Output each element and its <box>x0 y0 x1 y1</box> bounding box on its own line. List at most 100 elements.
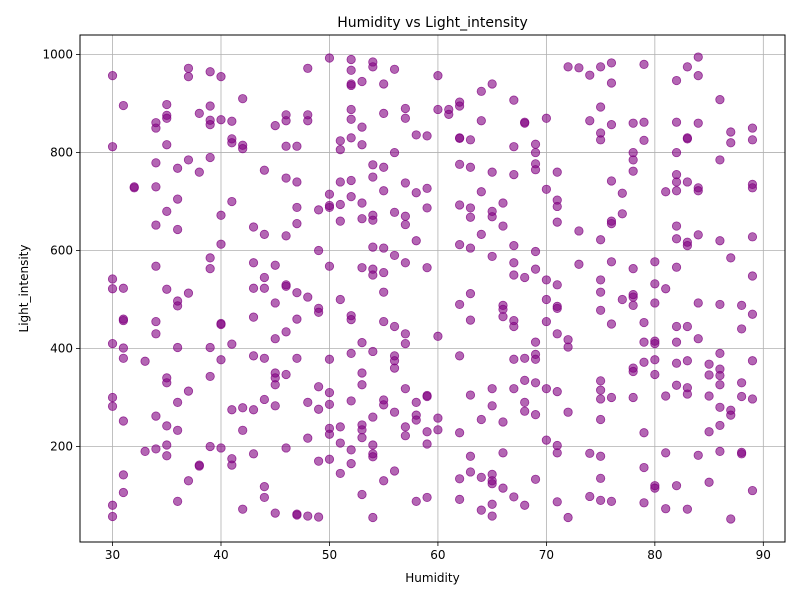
data-point <box>173 496 183 506</box>
data-point <box>628 155 638 165</box>
data-point <box>715 299 725 310</box>
data-point <box>346 80 356 91</box>
data-point <box>509 142 519 152</box>
data-point <box>259 492 269 503</box>
data-point <box>183 386 194 396</box>
data-point <box>682 177 692 187</box>
data-point <box>389 466 400 476</box>
data-point <box>671 262 682 272</box>
data-point <box>238 94 248 104</box>
data-point <box>433 331 443 341</box>
data-point <box>292 141 302 151</box>
data-point <box>389 207 400 217</box>
data-point <box>248 312 259 322</box>
data-point <box>368 270 378 280</box>
data-point <box>498 417 508 427</box>
data-point <box>628 264 638 274</box>
data-point <box>715 370 725 381</box>
data-point <box>379 79 389 89</box>
data-point <box>368 512 378 523</box>
data-point <box>292 510 302 520</box>
data-point <box>574 63 584 73</box>
data-point <box>465 467 476 477</box>
data-point <box>465 390 476 400</box>
data-point <box>346 133 356 143</box>
data-point <box>357 263 367 273</box>
data-point <box>715 348 725 359</box>
data-point <box>335 216 345 226</box>
data-point <box>151 220 161 230</box>
y-tick-label: 200 <box>50 439 73 453</box>
data-point <box>162 440 172 450</box>
y-tick-label: 600 <box>50 244 73 258</box>
data-point <box>596 275 606 285</box>
data-point <box>520 272 530 283</box>
data-point <box>747 271 758 281</box>
data-point <box>324 387 335 398</box>
data-point <box>151 329 161 339</box>
data-point <box>270 334 280 344</box>
data-point <box>400 219 410 230</box>
data-point <box>151 411 161 421</box>
data-point <box>183 476 194 486</box>
y-tick-label: 1000 <box>42 48 73 62</box>
data-point <box>205 101 215 111</box>
data-point <box>606 392 617 403</box>
data-point <box>509 354 519 364</box>
data-point <box>194 167 204 177</box>
data-point <box>227 339 237 349</box>
data-point <box>737 300 747 310</box>
data-point <box>596 385 606 395</box>
data-point <box>563 342 573 352</box>
data-point <box>216 355 226 365</box>
data-point <box>682 134 692 144</box>
data-point <box>422 427 432 437</box>
data-point <box>639 135 649 145</box>
data-point <box>259 229 269 239</box>
data-point <box>118 353 128 363</box>
data-point <box>671 321 682 332</box>
data-point <box>281 443 291 453</box>
data-point <box>639 357 649 367</box>
data-point <box>530 139 541 149</box>
x-tick-label: 40 <box>213 548 228 562</box>
data-point <box>357 214 367 224</box>
x-tick-label: 30 <box>105 548 120 562</box>
data-point <box>737 449 747 459</box>
data-point <box>747 135 758 145</box>
data-point <box>465 289 476 299</box>
data-point <box>281 116 291 126</box>
data-point <box>346 114 356 124</box>
data-point <box>596 102 606 112</box>
data-point <box>368 242 378 252</box>
data-point <box>487 212 497 222</box>
data-point <box>151 123 161 133</box>
data-point <box>205 253 215 263</box>
data-point <box>173 163 183 173</box>
x-tick-label: 80 <box>647 548 662 562</box>
data-point <box>400 384 410 394</box>
data-point <box>628 292 638 302</box>
data-point <box>107 339 118 349</box>
data-point <box>389 407 400 417</box>
data-point <box>379 267 389 278</box>
x-axis-ticks: 30 40 50 60 70 80 90 <box>105 542 771 562</box>
data-point <box>726 410 736 420</box>
data-point <box>368 62 378 72</box>
data-point <box>422 203 432 213</box>
data-point <box>541 384 551 394</box>
data-point <box>606 218 617 229</box>
data-point <box>368 412 378 422</box>
data-point <box>324 354 335 364</box>
data-point <box>335 199 345 210</box>
data-point <box>541 113 551 123</box>
data-point <box>715 420 725 431</box>
data-point <box>747 356 758 366</box>
data-point <box>335 177 345 187</box>
data-point <box>509 321 519 332</box>
data-point <box>476 472 486 482</box>
data-point <box>346 65 356 75</box>
data-point <box>248 283 259 293</box>
data-point <box>346 175 356 186</box>
data-point <box>671 337 682 347</box>
